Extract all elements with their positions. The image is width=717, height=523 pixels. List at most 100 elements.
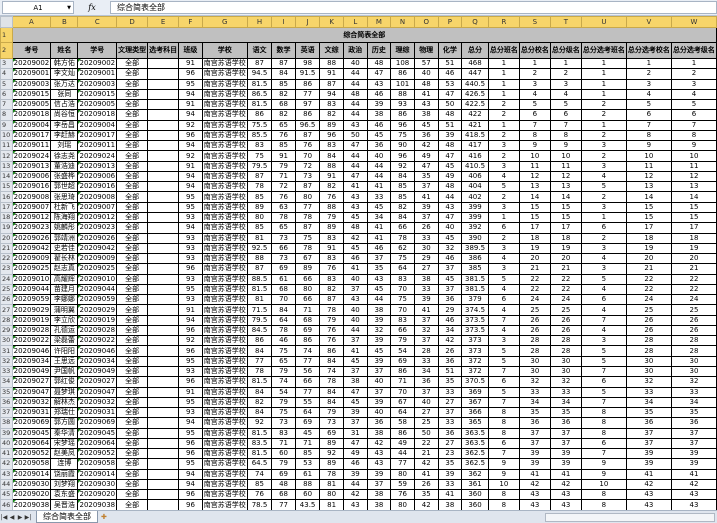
cell[interactable]: 75 xyxy=(390,294,415,306)
cell[interactable]: 杜新飞 xyxy=(50,201,79,213)
cell[interactable]: 39 xyxy=(518,448,551,460)
cell[interactable]: 20209029 xyxy=(77,304,118,316)
cell[interactable]: 79 xyxy=(319,211,344,224)
cell[interactable]: 80 xyxy=(246,211,273,224)
cell[interactable]: 全部 xyxy=(116,78,149,90)
cell[interactable]: 22 xyxy=(549,273,582,285)
cell[interactable]: 381.5 xyxy=(461,273,489,285)
cell[interactable]: 20209011 xyxy=(77,140,118,152)
cell[interactable]: 南宫苏语学校 xyxy=(201,283,248,296)
row-header[interactable]: 45 xyxy=(0,489,13,501)
cell[interactable]: 1 xyxy=(487,78,520,90)
cell[interactable]: 76 xyxy=(390,489,415,501)
cell[interactable] xyxy=(147,427,180,439)
cell[interactable]: 20209047 xyxy=(11,386,52,398)
cell[interactable]: 全部 xyxy=(116,242,149,255)
cell[interactable]: 15 xyxy=(549,211,582,224)
cell[interactable]: 11 xyxy=(518,160,551,172)
cell[interactable]: 43 xyxy=(437,201,463,213)
row-header[interactable]: 3 xyxy=(0,57,13,70)
cell[interactable]: 96 xyxy=(178,68,203,80)
cell[interactable]: 南宫苏语学校 xyxy=(201,427,248,439)
cell[interactable]: 25 xyxy=(413,417,439,429)
cell[interactable]: 46 xyxy=(366,242,392,255)
column-title-cell[interactable]: 英语 xyxy=(294,42,321,59)
cell[interactable]: 22 xyxy=(518,273,551,285)
cell[interactable]: 41 xyxy=(625,468,672,480)
row-header[interactable]: 19 xyxy=(0,222,13,234)
cell[interactable]: 93 xyxy=(178,407,203,419)
cell[interactable]: 28 xyxy=(549,345,582,357)
cell[interactable]: 秦华清 xyxy=(50,427,79,439)
cell[interactable]: 34 xyxy=(670,396,717,409)
cell[interactable]: 郭方圆 xyxy=(50,417,79,429)
cell[interactable]: 43 xyxy=(670,489,717,501)
row-header[interactable]: 39 xyxy=(0,427,13,439)
cell[interactable]: 76 xyxy=(319,191,344,203)
cell[interactable]: 24 xyxy=(625,294,672,306)
cell[interactable]: 48 xyxy=(437,181,463,193)
cell[interactable]: 20209027 xyxy=(77,376,118,388)
cell[interactable]: 45 xyxy=(366,345,392,357)
cell[interactable]: 38 xyxy=(366,304,392,316)
cell[interactable]: 20209059 xyxy=(11,294,52,306)
cell[interactable]: 14 xyxy=(549,191,582,203)
cell[interactable]: 17 xyxy=(625,222,672,234)
cell[interactable]: 69 xyxy=(294,324,321,337)
cell[interactable]: 25 xyxy=(670,304,717,316)
cell[interactable]: 5 xyxy=(549,99,582,111)
cell[interactable]: 94 xyxy=(178,170,203,183)
cell[interactable]: 17 xyxy=(518,222,551,234)
row-header[interactable]: 23 xyxy=(0,263,13,275)
cell[interactable]: 30 xyxy=(670,355,717,367)
cell[interactable]: 47 xyxy=(342,170,368,183)
spreadsheet-grid[interactable]: A B C D E F G H I J K L M N O P Q R S T U V W 1 综合简表全部 2 考号 姓名 学号 文理类… xyxy=(0,16,717,511)
row-header[interactable]: 30 xyxy=(0,335,13,347)
cell[interactable]: 43 xyxy=(366,78,392,90)
cell[interactable]: 尚谷恒 xyxy=(50,109,79,121)
cell[interactable]: 86 xyxy=(390,365,415,378)
cell[interactable]: 南宫苏语学校 xyxy=(201,345,248,357)
cell[interactable]: 370.5 xyxy=(461,376,489,388)
cell[interactable]: 35 xyxy=(366,263,392,275)
cell[interactable]: 38 xyxy=(413,109,439,121)
cell[interactable]: 373 xyxy=(461,335,489,347)
cell[interactable]: 9 xyxy=(487,468,520,480)
cell[interactable]: 67 xyxy=(294,253,321,265)
cell[interactable]: 20209030 xyxy=(11,478,52,491)
cell[interactable]: 50 xyxy=(437,99,463,111)
cell[interactable]: 96 xyxy=(178,129,203,142)
cell[interactable]: 4 xyxy=(487,304,520,316)
cell[interactable]: 20209003 xyxy=(11,78,52,90)
cell[interactable]: 37 xyxy=(437,407,463,419)
cell[interactable]: 78 xyxy=(319,376,344,388)
column-title-cell[interactable]: 文综 xyxy=(319,42,344,59)
cell[interactable]: 32 xyxy=(413,324,439,337)
cell[interactable]: 20209004 xyxy=(11,119,52,131)
cell[interactable]: 19 xyxy=(625,242,672,255)
cell[interactable]: 36 xyxy=(437,355,463,367)
row-header[interactable]: 36 xyxy=(0,396,13,409)
cell[interactable]: 73 xyxy=(271,253,296,265)
cell[interactable]: 37 xyxy=(366,478,392,491)
cell[interactable]: 96 xyxy=(178,263,203,275)
cell[interactable]: 46 xyxy=(366,88,392,101)
cell[interactable]: 20209003 xyxy=(77,78,118,90)
cell[interactable]: 108 xyxy=(390,57,415,70)
cell[interactable]: 宋梦瑶 xyxy=(50,437,79,450)
cell[interactable]: 10 xyxy=(670,150,717,162)
cell[interactable]: 82 xyxy=(319,109,344,121)
row-header[interactable]: 26 xyxy=(0,294,13,306)
cell[interactable] xyxy=(147,468,180,480)
cell[interactable]: 45 xyxy=(437,273,463,285)
cell[interactable]: 410.5 xyxy=(461,160,489,172)
cell[interactable]: 20209042 xyxy=(11,242,52,255)
cell[interactable]: 32 xyxy=(437,242,463,255)
cell[interactable]: 全部 xyxy=(116,407,149,419)
cell[interactable]: 36 xyxy=(413,129,439,142)
cell[interactable]: 404 xyxy=(461,181,489,193)
cell[interactable]: 78 xyxy=(390,232,415,244)
cell[interactable]: 聂梦琪 xyxy=(50,386,79,398)
cell[interactable]: 南宫苏语学校 xyxy=(201,365,248,378)
cell[interactable]: 87 xyxy=(246,57,273,70)
